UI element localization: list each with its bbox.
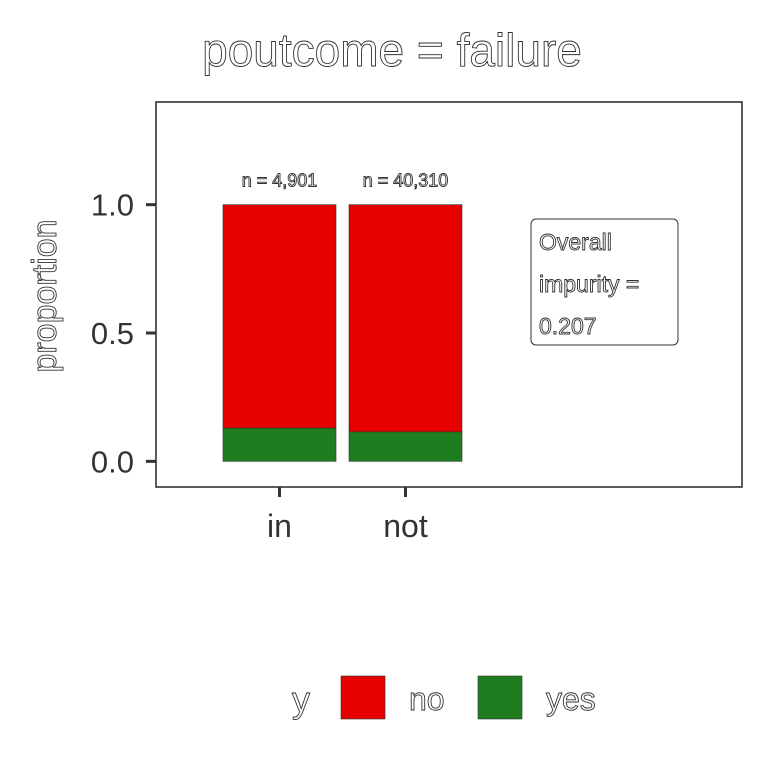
annotation-line-1: Overall [539, 229, 612, 255]
bar-yes-not [348, 431, 463, 462]
x-tick-label-in: in [267, 508, 292, 544]
bar-count-label-not: n = 40,310 [363, 171, 449, 191]
bar-count-label-in: n = 4,901 [242, 171, 318, 191]
y-tick-label-0: 0.0 [91, 444, 134, 479]
impurity-annotation: Overall impurity = 0.207 [530, 218, 679, 346]
y-tick-label-2: 1.0 [91, 188, 134, 223]
legend-swatch-yes [477, 675, 523, 720]
legend-title: y [292, 679, 310, 720]
legend-swatch-no [340, 675, 386, 720]
x-tick-label-not: not [383, 508, 428, 544]
annotation-line-3: 0.207 [539, 313, 597, 339]
bar-yes-in [222, 427, 337, 462]
x-axis: in not [267, 487, 428, 544]
legend-label-no: no [409, 681, 445, 717]
chart-title: poutcome = failure [202, 24, 582, 76]
legend-label-yes: yes [546, 681, 596, 717]
annotation-box [530, 218, 679, 346]
y-axis-label: proportion [26, 219, 64, 372]
legend: y no yes [292, 675, 596, 720]
bars [222, 204, 463, 462]
bar-labels: n = 4,901 n = 40,310 [241, 170, 449, 191]
bar-no-not [348, 204, 463, 433]
bar-no-in [222, 204, 337, 429]
annotation-line-2: impurity = [539, 271, 639, 297]
y-tick-label-1: 0.5 [91, 316, 134, 351]
y-axis: 0.0 0.5 1.0 [91, 188, 156, 479]
